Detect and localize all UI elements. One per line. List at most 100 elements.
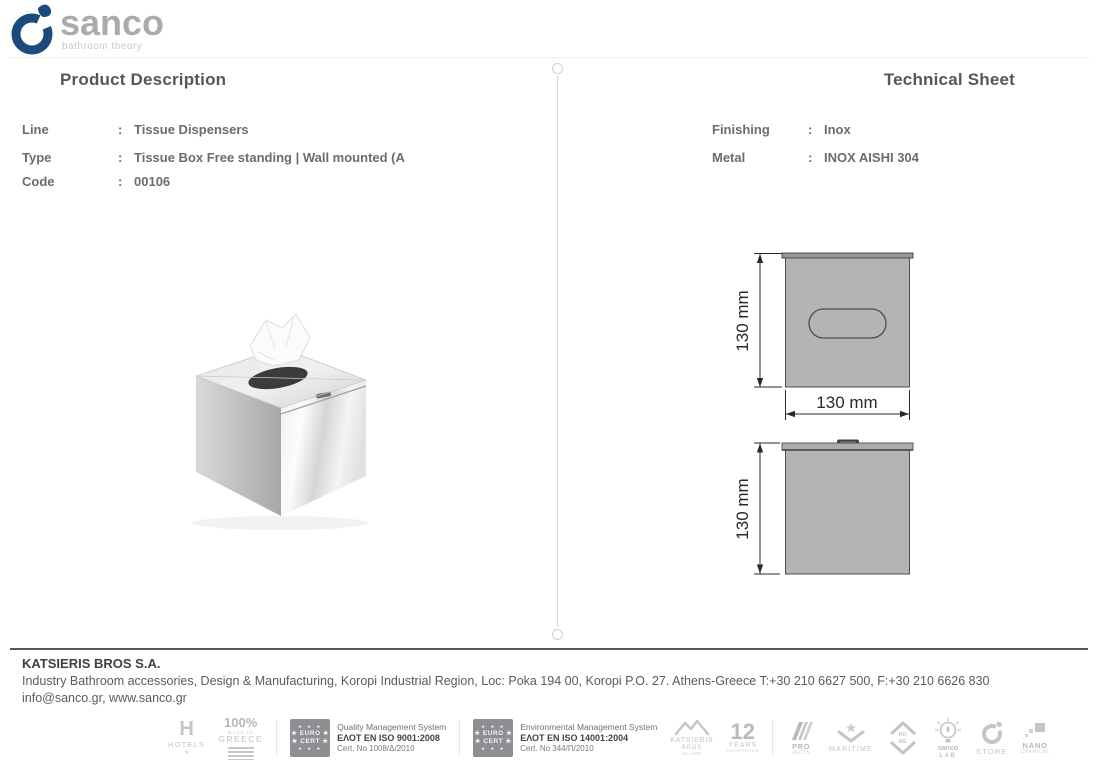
lightbulb-icon [934,717,962,743]
cert-number: Cert. No 344/Π/2010 [520,743,594,753]
home-line2: ME [898,738,908,745]
cert-system: Environmental Management System [520,722,658,733]
badge-iso14001: ★ ★ ★ ★ EURO ★ ★ CERT ★ ★ ★ ★ Environmen… [473,719,657,757]
divider-circle-top [552,63,563,74]
hotels-label: HOTELS [168,740,206,750]
katsieris-line3: est. 1980 [682,750,702,756]
footer-divider [10,648,1088,650]
years-label: YEARS [728,741,758,749]
badge-hotels: H HOTELS ★ [168,719,205,757]
lab-brand: sanco [937,744,958,752]
maritime-icon [837,723,865,743]
badge-home: HO ME [886,721,920,755]
star-icon: ★ [183,750,190,757]
company-address: Industry Bathroom accessories, Design & … [22,674,990,688]
maritime-label: MARITIME [829,746,873,754]
iso9001-text: Quality Management System ΕΛΟΤ EN ISO 90… [337,722,446,754]
katsieris-line1: KATSIERIS [670,737,714,745]
badge-iso9001: ★ ★ ★ ★ EURO ★ ★ CERT ★ ★ ★ ★ Quality Ma… [290,719,446,757]
sanco-logo: sanco bathroom theory [8,3,164,57]
front-view-height-dimension: 130 mm [733,290,752,351]
hotels-icon: H [179,718,194,741]
header-divider [8,57,1090,58]
nano-line2: CHEMICAL [1020,748,1050,755]
home-line1: HO [898,732,908,738]
badge-made-in-greece: 100% MADE IN GREECE [218,715,264,760]
eurocert-icon: ★ ★ ★ ★ EURO ★ ★ CERT ★ ★ ★ ★ [290,719,331,757]
company-name: KATSIERIS BROS S.A. [22,656,161,671]
badge-katsieris: KATSIERIS BROS est. 1980 [670,719,713,756]
technical-sheet-title: Technical Sheet [883,70,1015,89]
cert-system: Quality Management System [337,722,447,733]
sanco-droplet-icon [11,3,56,55]
type-value: Tissue Box Free standing | Wall mounted … [134,150,405,165]
drawing-side-view: 130 mm [733,439,914,575]
eurocert-stars: ★ ★ ★ [480,724,506,730]
brand-name: sanco [60,2,165,43]
badges-row: H HOTELS ★ 100% MADE IN GREECE ★ ★ ★ ★ E… [168,711,1050,765]
field-line: Line : Tissue Dispensers [22,122,249,138]
metal-value: INOX AISHI 304 [824,150,919,165]
lab-label: LAB [939,752,957,759]
field-colon: : [118,122,123,137]
field-finishing: Finishing : Inox [712,122,851,138]
projects-line1: PRO [792,741,810,751]
product-image-tissue-box [192,313,368,530]
badge-maritime: MARITIME [829,722,873,754]
badge-nano: NANO CHEMICAL [1021,721,1050,756]
side-view-height-dimension: 130 mm [733,478,752,539]
cert-standard: ΕΛΟΤ EN ISO 9001:2008 [337,732,440,743]
field-metal: Metal : INOX AISHI 304 [712,150,919,166]
field-colon: : [118,150,123,165]
stripes-icon [792,721,814,740]
projects-line2: JECTS [791,749,811,756]
greece-country: GREECE [218,734,264,745]
eurocert-stars: ★ ★ ★ [297,746,323,752]
badge-12-years: 12 YEARS GUARANTEE [726,718,760,755]
badge-separator [276,720,278,756]
store-label: STORE [975,746,1008,756]
years-subline: GUARANTEE [726,748,760,754]
field-code: Code : 00106 [22,174,170,190]
line-label: Line [22,122,49,137]
nano-line1: NANO [1022,740,1048,750]
greek-flag-icon [227,746,254,760]
drawing-front-view: 130 mm 130 mm [733,252,914,420]
line-value: Tissue Dispensers [134,122,249,137]
finishing-label: Finishing [712,122,770,137]
badge-separator [772,720,774,756]
divider-circle-bottom [552,629,563,640]
badge-projects: PRO JECTS [786,720,816,757]
product-description-title: Product Description [60,70,227,89]
badge-sanco-lab: sanco LAB [933,717,963,759]
brand-tagline: bathroom theory [62,41,143,52]
store-droplet-icon [981,720,1005,744]
eurocert-word: ★ CERT ★ [474,738,512,745]
code-label: Code [22,174,55,189]
field-colon: : [808,122,813,137]
nano-pixels-icon [1025,722,1046,737]
eurocert-word: ★ CERT ★ [291,738,329,745]
mountains-icon [674,720,710,736]
home-diamond-icon: HO ME [886,721,920,755]
type-label: Type [22,150,52,165]
eurocert-word: ★ EURO ★ [291,729,330,737]
eurocert-word: ★ EURO ★ [474,729,513,737]
company-contacts: info@sanco.gr, www.sanco.gr [22,691,187,705]
vertical-divider [557,76,558,627]
cert-standard: ΕΛΟΤ EN ISO 14001:2004 [520,732,629,743]
front-view-width-dimension: 130 mm [816,393,877,412]
field-colon: : [808,150,813,165]
years-number: 12 [730,718,756,744]
finishing-value: Inox [824,122,851,137]
eurocert-icon: ★ ★ ★ ★ EURO ★ ★ CERT ★ ★ ★ ★ [473,719,514,757]
katsieris-line2: BROS [681,745,703,752]
greece-percent: 100% [224,715,258,731]
eurocert-stars: ★ ★ ★ [480,746,506,752]
metal-label: Metal [712,150,746,165]
eurocert-stars: ★ ★ ★ [297,724,323,730]
logo-text: sanco bathroom theory [60,2,165,53]
field-type: Type : Tissue Box Free standing | Wall m… [22,150,405,166]
home-text: HO ME [886,732,920,745]
